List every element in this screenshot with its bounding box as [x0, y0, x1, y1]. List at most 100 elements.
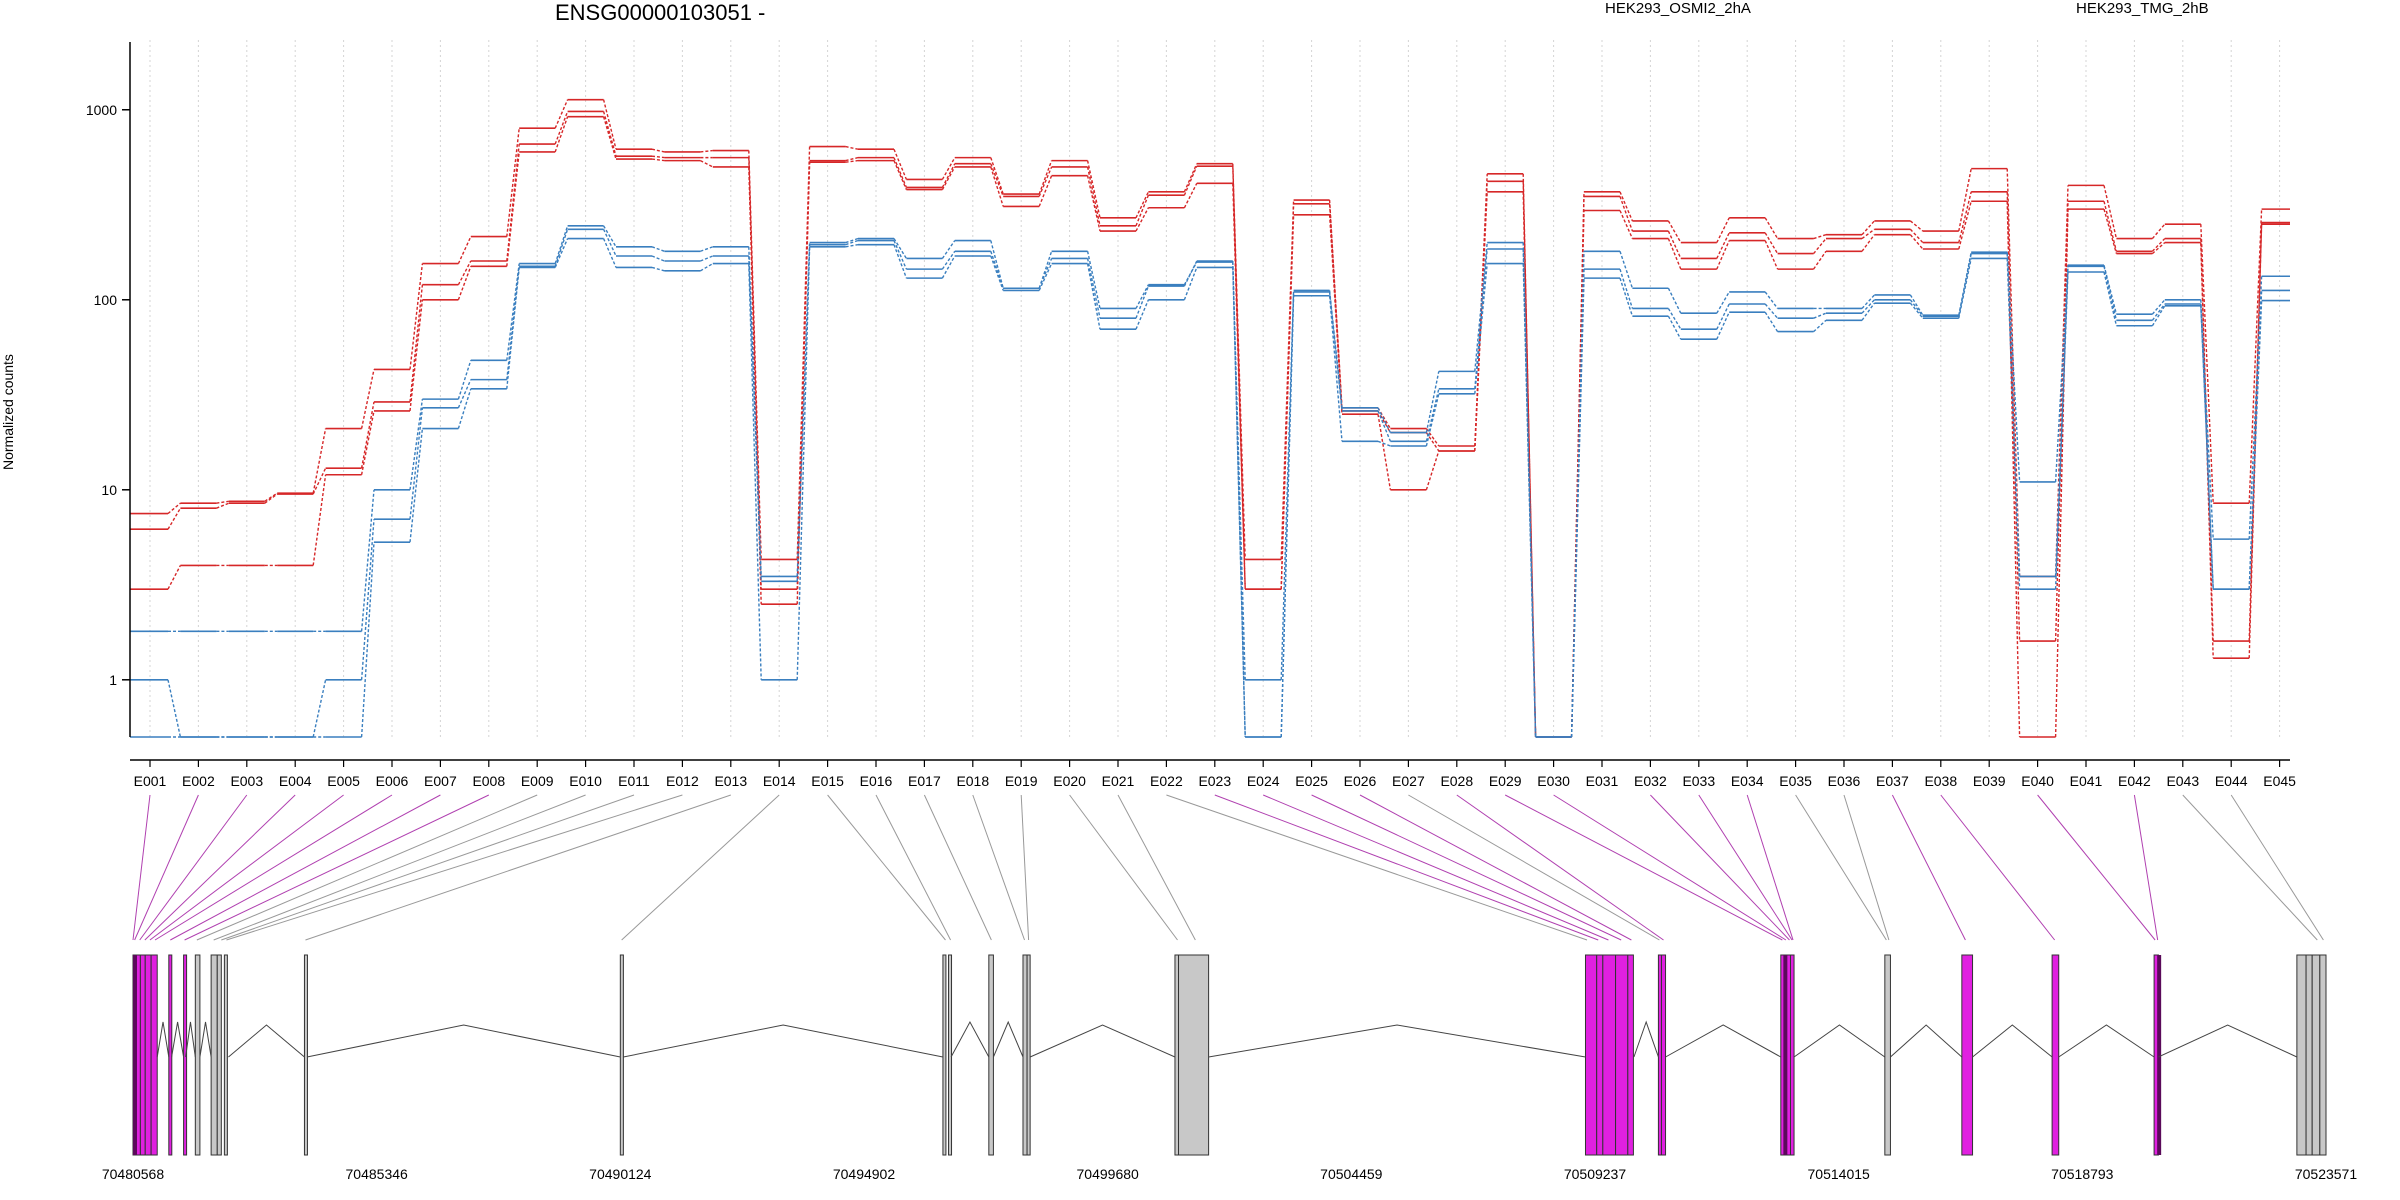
x-tick-label: E038: [1924, 773, 1957, 789]
exon-connector: [1117, 794, 1196, 941]
series-transition: [796, 246, 811, 680]
series-transition: [2103, 201, 2118, 252]
series-transition: [893, 148, 908, 180]
series-transition: [1522, 173, 1537, 738]
intron-line: [950, 1020, 990, 1058]
series-transition: [651, 266, 665, 272]
y-tick-label: 10: [101, 482, 117, 498]
series-transition: [941, 255, 956, 279]
series-transition: [2006, 168, 2021, 577]
x-tick-label: E002: [182, 773, 215, 789]
y-tick-label: 100: [94, 292, 118, 308]
series-transition: [2248, 300, 2263, 590]
series-transition: [2006, 252, 2021, 482]
series-transition: [457, 360, 472, 400]
exon-connector: [1166, 794, 1588, 941]
exon-connector: [621, 794, 780, 941]
x-tick-label: E026: [1344, 773, 1377, 789]
x-tick-label: E025: [1295, 773, 1328, 789]
x-tick-label: E010: [569, 773, 602, 789]
intron-line: [1029, 1024, 1176, 1058]
exon-connector: [923, 794, 992, 941]
series-transition: [2054, 271, 2069, 590]
series-transition: [360, 489, 375, 632]
series-transition: [602, 228, 617, 257]
series-transition: [409, 407, 424, 520]
x-tick-label: E028: [1440, 773, 1473, 789]
coord-tick-label: 70514015: [1808, 1166, 1871, 1182]
x-tick-label: E005: [327, 773, 360, 789]
x-tick-label: E027: [1392, 773, 1425, 789]
series-transition: [941, 166, 956, 190]
series-transition: [1135, 194, 1150, 227]
series-transition: [1764, 303, 1779, 319]
x-tick-label: E009: [521, 773, 554, 789]
exon-connector: [2182, 794, 2318, 941]
exon-connector: [1020, 794, 1030, 941]
series-transition: [893, 157, 908, 188]
series-transition: [796, 244, 811, 577]
series-transition: [1958, 258, 1972, 319]
exon-marker: [2157, 955, 2162, 1155]
x-tick-label: E031: [1586, 773, 1619, 789]
series-transition: [700, 246, 714, 252]
series-transition: [651, 255, 665, 262]
series-transition: [554, 238, 569, 268]
series-transition: [893, 240, 908, 270]
exon-connector: [226, 794, 683, 941]
series-transition: [2006, 201, 2021, 738]
series-transition: [1813, 312, 1827, 319]
series-transition: [1958, 191, 1972, 243]
series-transition: [1619, 191, 1634, 222]
series-transition: [1667, 315, 1682, 340]
x-tick-label: E035: [1779, 773, 1812, 789]
series-transition: [941, 157, 956, 180]
series-transition: [167, 565, 182, 590]
exon-box: [303, 954, 308, 1156]
series-transition: [1425, 428, 1440, 447]
exon-connector: [132, 794, 151, 941]
series-transition: [1280, 290, 1295, 680]
series-transition: [167, 679, 182, 738]
series-transition: [893, 238, 907, 259]
series-transition: [1086, 258, 1101, 319]
legend-entry-osmi2: HEK293_OSMI2_2hA: [1605, 0, 1751, 17]
series-red: [130, 98, 2290, 738]
series-transition: [2103, 271, 2118, 326]
series-transition: [1135, 191, 1150, 219]
series-transition: [1861, 234, 1875, 252]
intron-line: [1972, 1024, 2053, 1058]
series-transition: [554, 229, 569, 267]
x-tick-label: E036: [1828, 773, 1861, 789]
exon-box: [1602, 954, 1617, 1156]
series-transition: [1570, 278, 1585, 738]
legend-entry-tmg: HEK293_TMG_2hB: [2076, 0, 2209, 17]
series-transition: [1183, 267, 1198, 301]
series-transition: [845, 239, 859, 246]
series-transition: [2103, 266, 2118, 321]
exon-connector: [2037, 794, 2156, 941]
series-transition: [651, 246, 665, 252]
exon-box: [1174, 954, 1180, 1156]
intron-line: [2058, 1024, 2155, 1058]
series-transition: [2006, 258, 2021, 590]
exon-box: [2311, 954, 2321, 1156]
series-transition: [2103, 208, 2118, 254]
exon-box: [1961, 954, 1974, 1156]
series-transition: [1425, 371, 1440, 433]
x-tick-label: E045: [2263, 773, 2296, 789]
series-transition: [1328, 214, 1343, 415]
x-tick-label: E037: [1876, 773, 1909, 789]
series-transition: [990, 157, 1004, 195]
x-tick-label: E040: [2021, 773, 2054, 789]
exon-connector: [305, 794, 731, 941]
series-transition: [1619, 277, 1634, 317]
series-transition: [1280, 295, 1295, 738]
coord-tick-label: 70490124: [589, 1166, 652, 1182]
exon-box: [144, 954, 152, 1156]
x-tick-label: E006: [376, 773, 409, 789]
intron-line: [1633, 1020, 1659, 1058]
series-transition: [2151, 223, 2166, 240]
grid-layer: [149, 40, 2281, 740]
x-tick-label: E032: [1634, 773, 1667, 789]
